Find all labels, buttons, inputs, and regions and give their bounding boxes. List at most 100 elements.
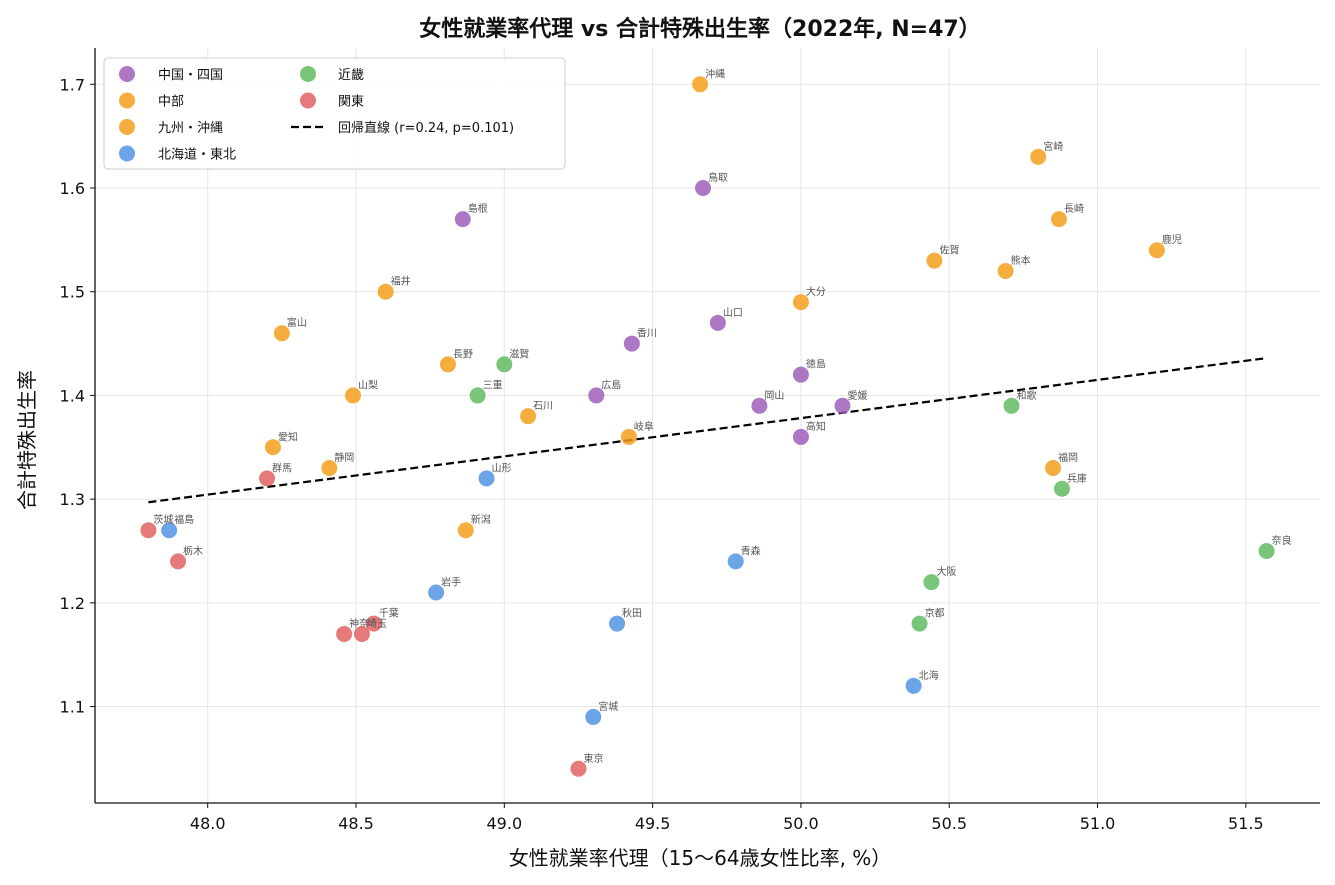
data-point bbox=[911, 615, 928, 632]
data-point bbox=[926, 252, 943, 269]
data-point bbox=[454, 211, 471, 228]
y-axis-label: 合計特殊出生率 bbox=[15, 370, 39, 510]
legend-marker bbox=[119, 145, 135, 162]
data-point bbox=[923, 574, 940, 591]
legend-label: 関東 bbox=[338, 94, 364, 110]
point-label: 岡山 bbox=[764, 390, 784, 402]
data-point bbox=[905, 677, 922, 694]
data-point bbox=[1050, 211, 1067, 228]
data-point bbox=[377, 283, 394, 300]
y-tick-label: 1.4 bbox=[60, 386, 85, 405]
data-point bbox=[170, 553, 187, 570]
ticks: 48.0 48.5 49.0 49.5 50.0 50.5 51.0 51.5 1.1 1.2 1.… bbox=[60, 75, 1264, 833]
point-label: 奈良 bbox=[1272, 534, 1292, 547]
data-point bbox=[457, 522, 474, 539]
legend-marker bbox=[300, 92, 316, 109]
point-label: 滋賀 bbox=[509, 347, 529, 360]
data-point bbox=[161, 522, 178, 539]
chart-title: 女性就業率代理 vs 合計特殊出生率（2022年, N=47） bbox=[419, 16, 980, 42]
data-point bbox=[792, 366, 809, 383]
data-point bbox=[1148, 242, 1165, 259]
regression-line bbox=[148, 356, 1267, 504]
legend-label: 近畿 bbox=[338, 68, 364, 83]
point-label: 栃木 bbox=[183, 544, 203, 557]
data-point bbox=[1045, 460, 1062, 477]
point-label: 東京 bbox=[583, 752, 603, 765]
data-point bbox=[345, 387, 362, 404]
data-point bbox=[1003, 397, 1020, 414]
legend-marker bbox=[300, 66, 316, 82]
y-tick-label: 1.3 bbox=[60, 490, 85, 509]
legend-label: 九州・沖縄 bbox=[158, 121, 223, 136]
legend-marker bbox=[119, 92, 135, 109]
point-label: 長野 bbox=[453, 348, 473, 360]
legend-label: 北海道・東北 bbox=[158, 147, 236, 163]
point-label: 兵庫 bbox=[1067, 472, 1087, 485]
x-tick-label: 49.5 bbox=[635, 814, 671, 833]
point-label: 静岡 bbox=[334, 451, 354, 464]
point-label: 大分 bbox=[806, 285, 826, 298]
data-point bbox=[727, 553, 744, 570]
point-label: 大阪 bbox=[936, 565, 956, 578]
point-label: 岩手 bbox=[441, 575, 461, 588]
point-label: 山梨 bbox=[358, 378, 378, 391]
point-label: 鹿児 bbox=[1162, 233, 1182, 246]
data-point bbox=[834, 397, 851, 414]
data-point bbox=[609, 615, 626, 632]
data-point bbox=[792, 428, 809, 445]
y-tick-label: 1.7 bbox=[60, 75, 85, 94]
axes bbox=[94, 48, 1320, 804]
data-point bbox=[365, 615, 382, 632]
point-label: 宮城 bbox=[598, 700, 618, 713]
point-label: 山口 bbox=[723, 307, 743, 319]
data-point bbox=[692, 76, 709, 93]
y-tick-label: 1.2 bbox=[60, 594, 85, 613]
data-point bbox=[428, 584, 445, 601]
point-label: 千葉 bbox=[379, 607, 399, 620]
data-point bbox=[709, 314, 726, 331]
data-point bbox=[623, 335, 640, 352]
point-label: 京都 bbox=[925, 607, 945, 620]
data-point bbox=[273, 325, 290, 342]
point-label: 埼玉 bbox=[367, 617, 387, 630]
x-tick-label: 50.5 bbox=[931, 814, 967, 833]
data-point bbox=[620, 428, 637, 445]
point-label: 福岡 bbox=[1058, 451, 1078, 464]
point-label: 和歌 bbox=[1017, 389, 1037, 402]
data-point bbox=[1258, 542, 1275, 559]
point-label: 三重 bbox=[483, 378, 503, 391]
data-point bbox=[570, 760, 587, 777]
y-tick-label: 1.5 bbox=[60, 283, 85, 302]
point-label: 青森 bbox=[741, 544, 761, 557]
point-label: 北海 bbox=[919, 669, 939, 682]
x-tick-label: 51.5 bbox=[1228, 814, 1264, 833]
data-point bbox=[997, 262, 1014, 279]
data-point bbox=[588, 387, 605, 404]
point-label: 愛媛 bbox=[847, 389, 867, 402]
data-point bbox=[140, 522, 157, 539]
x-tick-label: 48.5 bbox=[338, 814, 374, 833]
data-point bbox=[520, 408, 537, 425]
data-point bbox=[751, 397, 768, 414]
point-label: 群馬 bbox=[272, 461, 292, 474]
data-point bbox=[496, 356, 513, 373]
legend-marker bbox=[119, 119, 135, 135]
point-label: 愛知 bbox=[278, 430, 298, 443]
point-label: 山形 bbox=[492, 462, 512, 474]
data-point bbox=[264, 439, 281, 456]
point-label: 島根 bbox=[468, 202, 488, 215]
point-label: 新潟 bbox=[471, 513, 491, 526]
data-point bbox=[1053, 480, 1070, 497]
data-point bbox=[259, 470, 276, 487]
data-point bbox=[321, 460, 338, 477]
legend-label: 中部 bbox=[158, 95, 184, 110]
data-point bbox=[439, 356, 456, 373]
point-label: 福井 bbox=[391, 275, 411, 288]
point-label: 石川 bbox=[533, 401, 553, 412]
point-label: 秋田 bbox=[622, 607, 642, 620]
legend-label: 中国・四国 bbox=[158, 68, 223, 83]
